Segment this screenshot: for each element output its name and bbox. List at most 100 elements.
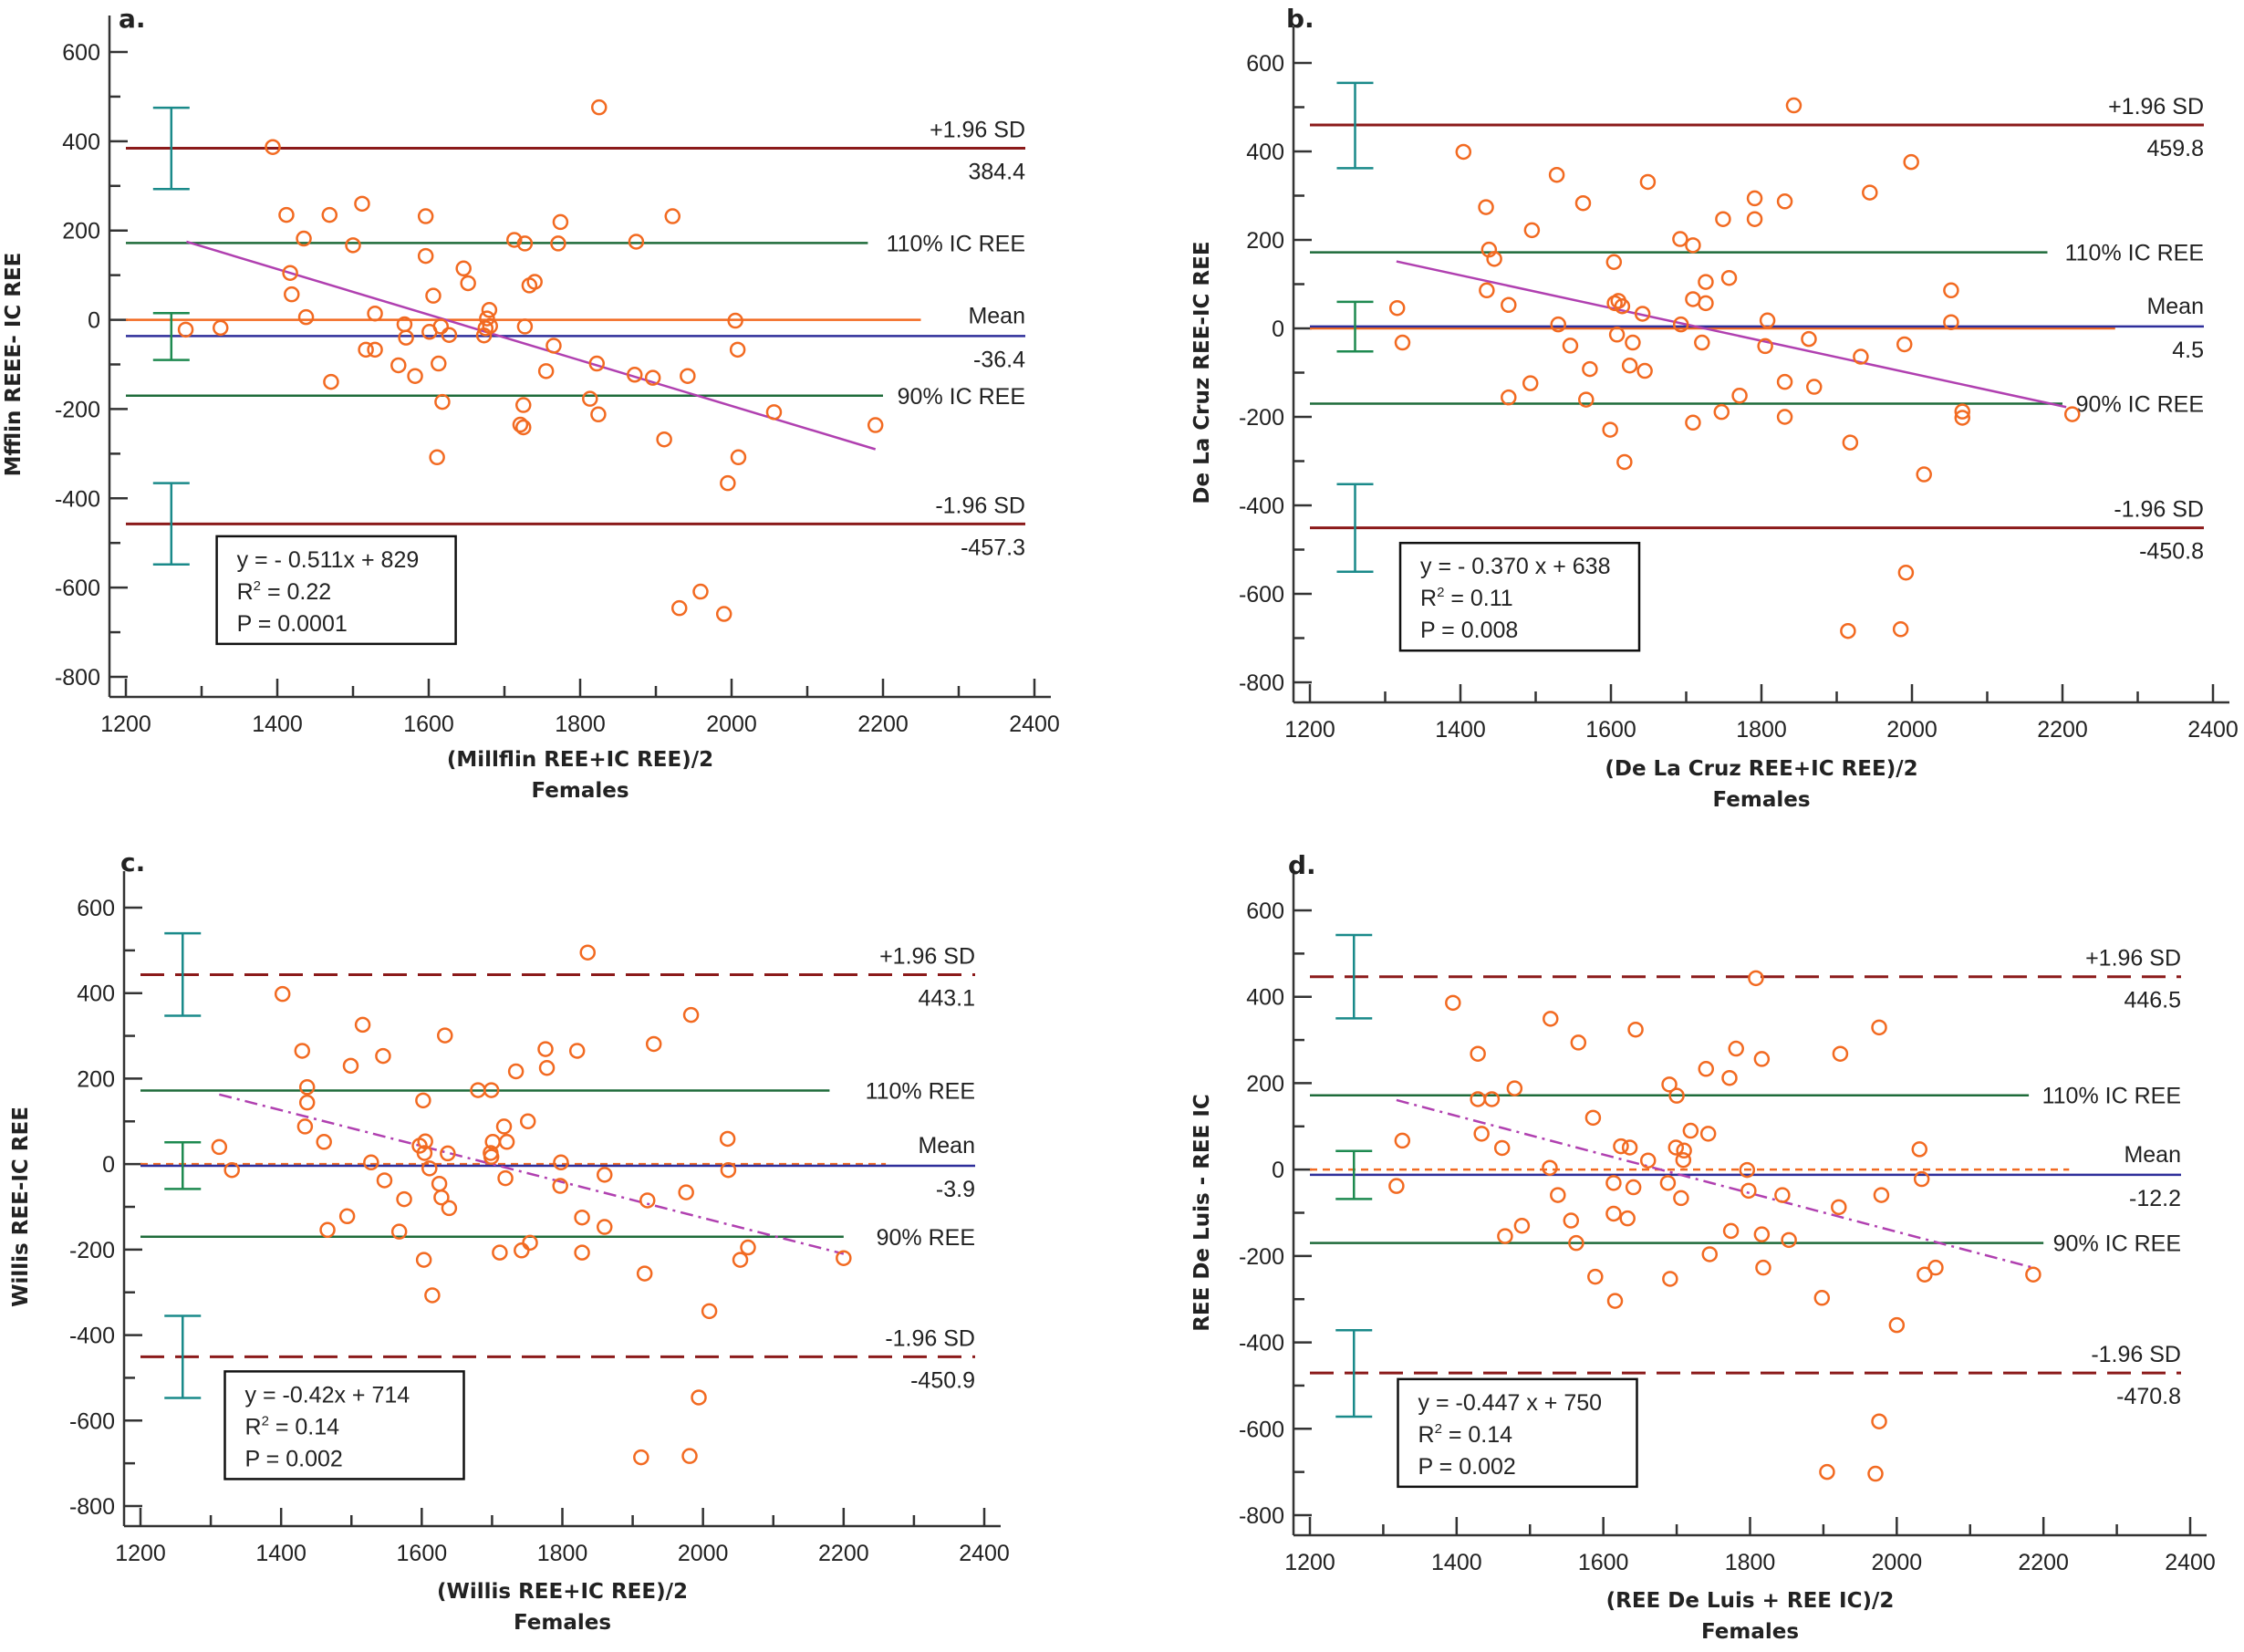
data-point [1753,1226,1771,1242]
data-point [719,1130,736,1148]
data-point [1753,1051,1771,1067]
superscript-2: 2 [1435,1421,1442,1437]
data-point [1550,316,1566,333]
mean-label: Mean [968,303,1025,328]
data-point [431,355,447,372]
x-axis-title: (De La Cruz REE+IC REE)/2 [1605,757,1917,781]
x-tick-label: 1200 [100,712,151,737]
data-point [1619,1210,1636,1227]
data-point [367,305,383,322]
x-tick-label: 2400 [959,1541,1010,1566]
superscript-2: 2 [262,1413,269,1429]
data-point [407,368,423,384]
data-point [1568,1234,1584,1252]
data-point [1578,391,1595,408]
lower-loa-label: -1.96 SD [2091,1342,2181,1367]
data-point [1698,274,1714,290]
data-point [1616,453,1633,471]
x-tick-label: 2200 [2037,717,2088,743]
data-point [321,206,338,223]
data-point [628,234,645,250]
y-tick-label: -200 [1239,1244,1284,1270]
data-point [682,1006,700,1023]
data-point [1522,375,1539,391]
data-point [1911,1141,1928,1158]
data-point [639,1192,656,1209]
ic-110-label: 110% IC REE [2042,1084,2181,1109]
y-tick-label: 400 [62,130,100,155]
data-point [213,319,229,337]
upper-loa-label: +1.96 SD [2108,94,2204,119]
data-point [2063,406,2081,422]
y-tick-label: -200 [55,397,100,422]
data-point [1776,373,1793,390]
data-point [727,312,743,329]
y-tick-label: -400 [1239,494,1284,519]
regression-line [1396,260,2067,409]
data-point [681,1448,698,1464]
x-tick-label: 1800 [1725,1550,1776,1575]
data-point [1888,1316,1906,1334]
data-point [597,1219,613,1235]
y-axis-title: Willis REE-IC REE [9,1107,33,1307]
data-point [1605,1205,1622,1222]
upper-loa-label: +1.96 SD [2085,946,2181,971]
x-tick-label: 2400 [2165,1550,2216,1575]
data-point [1614,298,1631,315]
y-tick-label: 400 [77,982,115,1007]
r-squared: R2 = 0.14 [245,1413,340,1439]
x-tick-label: 2000 [1886,717,1938,743]
data-point [701,1303,718,1320]
data-point [514,1242,530,1259]
data-point [506,232,523,248]
data-point [1801,330,1817,348]
data-point [1563,1212,1580,1229]
regression-equation: y = - 0.370 x + 638 [1420,554,1610,579]
r-squared-label: R [1420,586,1437,611]
data-point [1685,237,1701,254]
data-point [1634,306,1651,322]
data-point [1506,1080,1523,1096]
x-tick-label: 2200 [2018,1550,2069,1575]
data-point [475,327,493,344]
data-point [516,235,534,252]
data-point [1867,1465,1884,1482]
data-point [522,1234,538,1252]
data-point [417,208,434,224]
r-squared: R2 = 0.14 [1418,1421,1513,1448]
data-point [497,1169,514,1187]
data-point [1713,403,1730,421]
y-tick-label: -800 [1239,670,1284,696]
lower-loa-label: -1.96 SD [935,493,1025,518]
data-point [1806,379,1823,395]
data-point [367,341,383,358]
data-point [1486,251,1502,267]
data-point [479,310,495,327]
data-point [1871,1019,1887,1036]
x-tick-label: 2400 [1009,712,1060,737]
data-point [1636,362,1653,379]
data-point [582,390,598,407]
data-point [1606,295,1623,312]
x-tick-label: 2000 [706,712,757,737]
ic-110-label: 110% IC REE [2065,241,2204,266]
data-point [1667,1139,1685,1156]
data-point [363,1154,379,1171]
data-point [516,318,534,335]
x-tick-label: 1800 [537,1541,588,1566]
mean-value: -3.9 [936,1177,975,1202]
ic-90-label: 90% IC REE [2076,391,2204,417]
data-point [1927,1259,1944,1276]
data-point [680,368,696,384]
data-point [645,1035,662,1053]
data-point [415,1092,431,1109]
data-point [1757,338,1773,355]
data-point [670,599,688,617]
data-point [591,99,608,116]
r-squared-label: R [237,579,254,605]
data-point [1455,143,1472,161]
x-axis-title: (REE De Luis + REE IC)/2 [1606,1589,1895,1613]
y-axis-title: Mfflin REEE- IC REE [2,253,26,477]
data-point [492,1244,508,1261]
